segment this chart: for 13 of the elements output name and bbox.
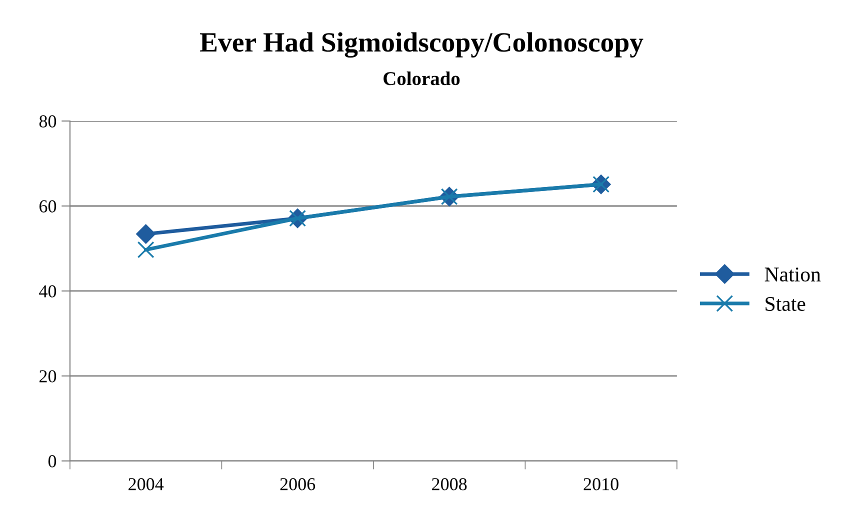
x-tick-label: 2006 (280, 478, 316, 490)
x-tick-label: 2010 (584, 478, 618, 490)
chart-title: Ever Had Sigmoidscopy/Colonoscopy (200, 32, 644, 58)
x-tick-label: 2004 (128, 478, 164, 490)
legend-label: State (766, 296, 806, 311)
y-tick-label: 80 (39, 115, 56, 128)
y-tick-label: 20 (40, 370, 56, 382)
y-tick-label: 0 (48, 455, 56, 468)
y-tick-label: 60 (39, 200, 56, 212)
legend-label: Nation (764, 268, 821, 282)
chart-subtitle: Colorado (384, 71, 460, 86)
y-tick-label: 40 (39, 285, 56, 298)
x-tick-label: 2008 (432, 478, 467, 490)
